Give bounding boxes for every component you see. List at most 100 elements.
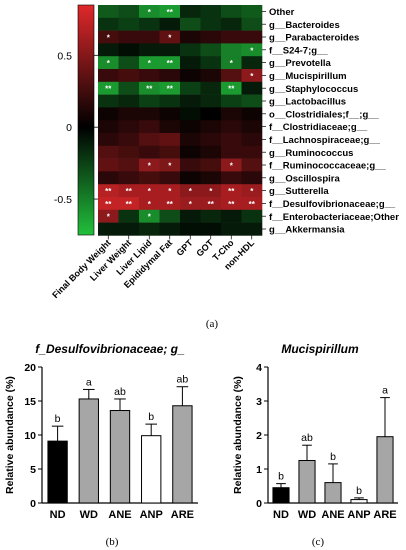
chart-title: f_Desulfovibrionaceae; g_ — [35, 342, 185, 356]
significance-mark: * — [107, 34, 111, 43]
heatmap-cell — [159, 222, 181, 236]
panel-label-a: (a) — [206, 318, 219, 330]
heatmap-cell — [139, 69, 160, 83]
heatmap-cell — [221, 158, 242, 172]
heatmap-cell — [221, 81, 242, 95]
heatmap-cell — [221, 145, 242, 159]
heatmap-cell — [159, 158, 181, 172]
heatmap-cell — [200, 120, 222, 134]
significance-mark: ** — [105, 187, 112, 196]
significance-mark: ** — [167, 200, 174, 209]
plot-area: 0 1 2 3 4 b ND ab WD b ANE b ANP a ARE — [256, 362, 398, 521]
significance-letter: b — [148, 411, 154, 423]
heatmap-cell — [241, 69, 263, 83]
significance-mark: ** — [105, 200, 112, 209]
heatmap-cell — [241, 222, 263, 236]
heatmap-cell — [118, 69, 140, 83]
heatmap-cell — [159, 209, 181, 223]
heatmap-cell — [241, 56, 263, 70]
heatmap-cell — [241, 120, 263, 134]
heatmap-cell — [221, 222, 242, 236]
significance-letter: ab — [114, 386, 126, 398]
heatmap-cell — [98, 145, 119, 159]
heatmap-cell — [200, 43, 222, 57]
heatmap-cell — [241, 209, 263, 223]
colorbar-tick-label: -0.5 — [54, 194, 72, 206]
heatmap-cell — [159, 43, 181, 57]
bar — [350, 499, 368, 504]
bar — [47, 440, 68, 504]
row-label: Other — [269, 7, 295, 18]
x-tick-label: WD — [80, 509, 98, 521]
y-axis-label: Relative abundance (%) — [4, 376, 16, 494]
heatmap-cell — [118, 209, 140, 223]
panel-label-c: (c) — [312, 536, 325, 548]
significance-mark: ** — [249, 200, 256, 209]
y-tick-label: 5 — [30, 464, 36, 476]
bar-chart-desulfovibrionaceae: f_Desulfovibrionaceae; g_ Relative abund… — [4, 342, 198, 521]
significance-mark: * — [168, 34, 172, 43]
significance-mark: ** — [146, 85, 153, 94]
heatmap-cell — [241, 171, 263, 185]
heatmap-cells — [98, 5, 263, 236]
heatmap-cell — [98, 81, 119, 95]
y-tick-label: 0 — [30, 498, 36, 510]
y-tick-label: 0 — [256, 498, 262, 510]
heatmap-cell — [118, 133, 140, 147]
heatmap-cell — [139, 133, 160, 147]
heatmap-cell — [98, 43, 119, 57]
heatmap-cell — [221, 171, 242, 185]
heatmap-cell — [98, 107, 119, 121]
heatmap-cell — [241, 197, 263, 211]
bar — [78, 398, 99, 504]
heatmap-cell — [180, 81, 201, 95]
x-tick-label: ANP — [347, 509, 370, 521]
x-tick-label: WD — [298, 509, 316, 521]
row-label: g__Parabacteroides — [269, 33, 359, 44]
row-label: f__Desulfovibrionaceae;g__ — [269, 199, 396, 210]
heatmap-cell — [221, 209, 242, 223]
significance-letter: a — [86, 376, 92, 388]
heatmap-cell — [159, 94, 181, 108]
significance-mark: ** — [126, 187, 133, 196]
colorbar-tick-label: 0 — [66, 122, 72, 134]
significance-mark: * — [107, 213, 111, 222]
heatmap-cell — [159, 30, 181, 44]
heatmap-cell — [180, 5, 201, 19]
heatmap-cell — [241, 43, 263, 57]
heatmap-cell — [118, 94, 140, 108]
heatmap-cell — [200, 107, 222, 121]
heatmap-cell — [139, 56, 160, 70]
heatmap-cell — [118, 30, 140, 44]
significance-mark: * — [250, 72, 254, 81]
chart-title: Mucispirillum — [281, 342, 359, 356]
heatmap-cell — [221, 43, 242, 57]
heatmap-cell — [180, 145, 201, 159]
heatmap-cell — [221, 56, 242, 70]
row-label: f__Lachnospiraceae;g__ — [269, 135, 381, 146]
heatmap-cell — [98, 133, 119, 147]
heatmap-cell — [221, 133, 242, 147]
heatmap-cell — [180, 197, 201, 211]
y-tick-label: 1 — [256, 464, 262, 476]
bar-chart-mucispirillum: Mucispirillum Relative abundance (%) 0 1 2… — [232, 342, 398, 521]
significance-mark: * — [189, 187, 193, 196]
row-label: g__Lactobacillus — [269, 97, 346, 108]
x-tick-label: ANE — [108, 509, 131, 521]
x-tick-label: ND — [50, 509, 66, 521]
heatmap-cell — [118, 158, 140, 172]
panel-label-b: (b) — [106, 536, 119, 548]
row-labels: Otherg__Bacteroidesg__Parabacteroidesf__… — [262, 7, 399, 236]
significance-mark: * — [250, 187, 254, 196]
heatmap-cell — [180, 171, 201, 185]
heatmap-cell — [118, 120, 140, 134]
bar — [141, 435, 162, 504]
heatmap-cell — [200, 81, 222, 95]
significance-mark: * — [168, 187, 172, 196]
heatmap-cell — [180, 56, 201, 70]
y-axis-label: Relative abundance (%) — [232, 376, 244, 494]
significance-marks: * *** *** * ** **** ** ** *** * *** ** * * * * ** *** ** * *… — [105, 8, 256, 222]
heatmap-cell — [139, 94, 160, 108]
bar — [272, 487, 290, 504]
significance-letter: b — [55, 413, 61, 425]
